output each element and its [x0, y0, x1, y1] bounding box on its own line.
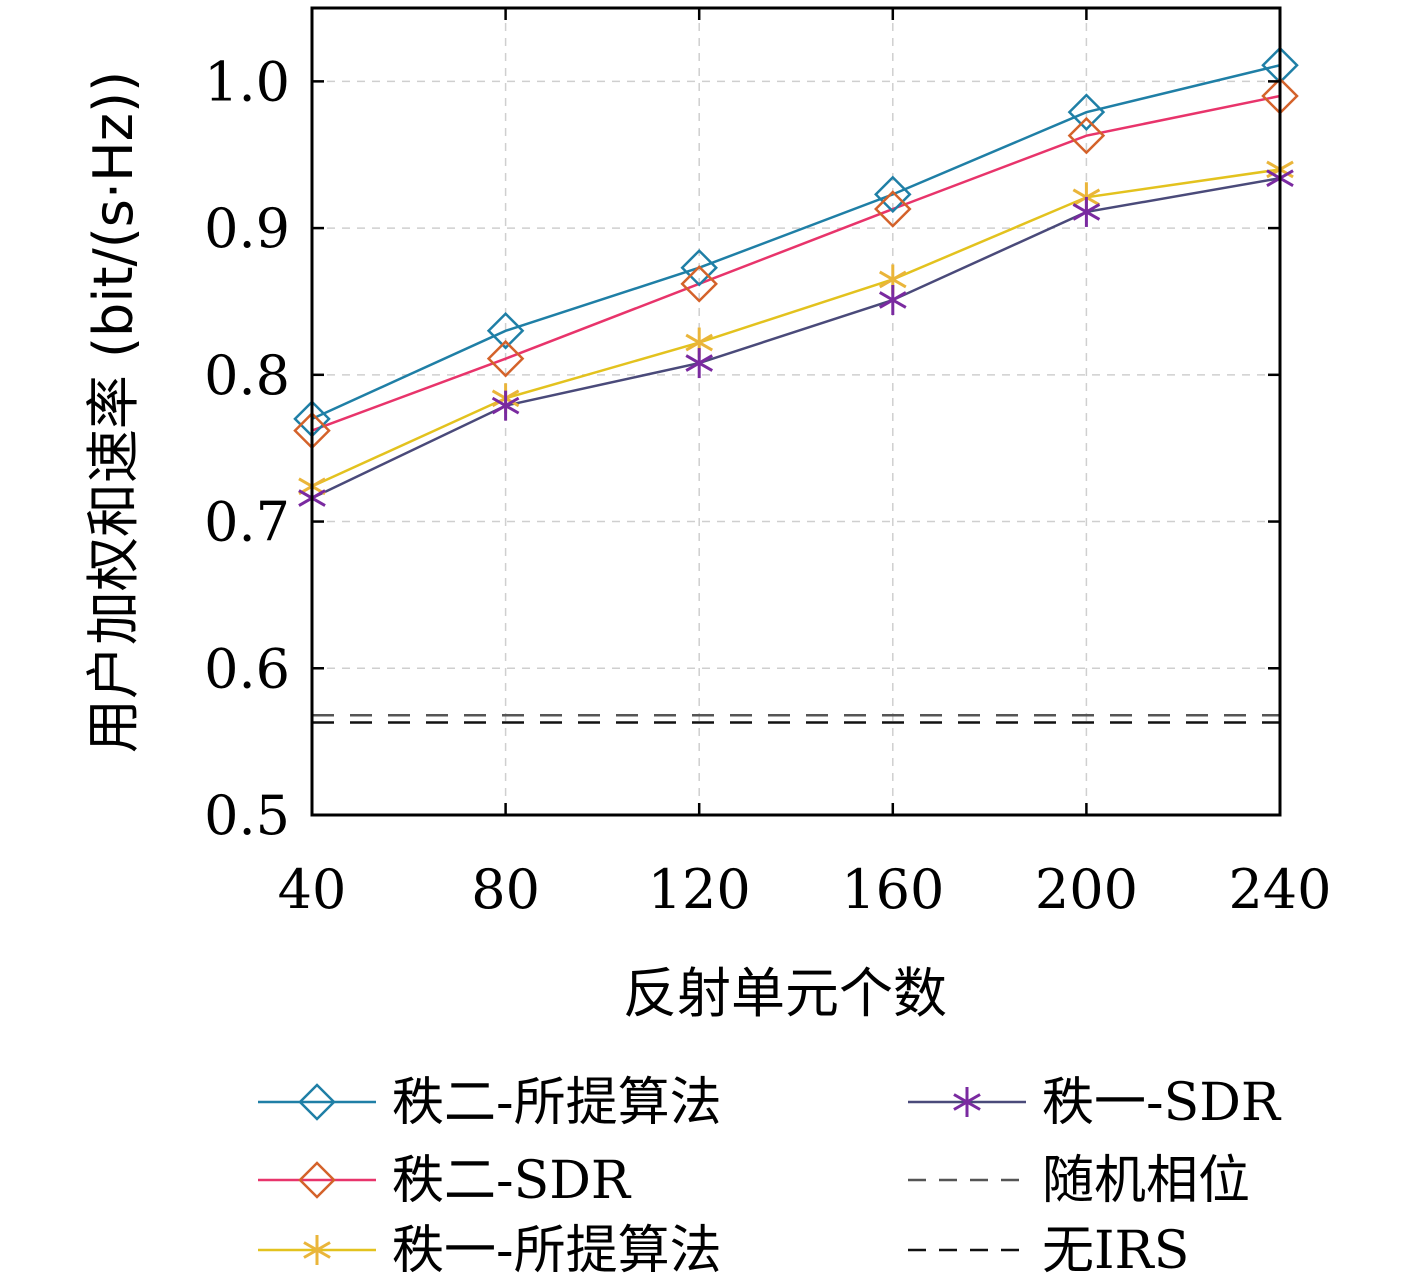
y-axis-label: 用户加权和速率 (bit/(s·Hz))	[82, 71, 145, 753]
x-tick-label: 40	[278, 858, 347, 921]
legend-marker	[953, 1087, 981, 1117]
x-tick-label: 240	[1228, 858, 1331, 921]
data-point-series-1	[1067, 93, 1106, 131]
data-point-series-4	[879, 284, 907, 315]
data-point-series-2	[1067, 116, 1106, 155]
data-point-series-2	[486, 339, 525, 378]
legend-item: 随机相位	[908, 1151, 1250, 1211]
data-point-series-4	[491, 390, 520, 421]
data-point-series-4	[1072, 196, 1101, 227]
legend-marker	[298, 1083, 336, 1121]
grid	[312, 8, 1280, 815]
legend-item: 秩二-SDR	[258, 1151, 632, 1211]
x-tick-label: 200	[1035, 858, 1138, 921]
y-tick-label: 0.8	[204, 344, 290, 407]
y-tick-label: 0.5	[204, 784, 290, 847]
legend-marker	[303, 1235, 331, 1265]
y-tick-label: 0.9	[204, 197, 290, 260]
data-point-series-1	[680, 248, 718, 287]
data-point-series-1	[486, 312, 525, 350]
x-axis-label: 反射单元个数	[623, 962, 947, 1025]
series-lines	[311, 64, 1281, 724]
legend-label: 秩一-SDR	[1042, 1073, 1282, 1133]
x-tick-label: 160	[841, 858, 944, 921]
axis-ticks: 40 80 120 160 200 240 0.5 0.6 0.7 0.8 0.9 1.0	[204, 8, 1332, 921]
legend-item: 秩一-所提算法	[258, 1221, 722, 1281]
series-line-2	[311, 94, 1281, 432]
data-point-series-2	[874, 190, 912, 228]
legend-label: 秩二-所提算法	[392, 1073, 722, 1133]
x-tick-label: 120	[648, 858, 751, 921]
data-point-series-1	[874, 175, 912, 214]
x-tick-label: 80	[471, 858, 540, 921]
y-tick-label: 1.0	[204, 50, 290, 113]
series-line-1	[311, 64, 1281, 420]
legend-item: 无IRS	[908, 1221, 1189, 1281]
legend-label: 无IRS	[1042, 1221, 1189, 1281]
legend-label: 秩二-SDR	[392, 1151, 632, 1211]
data-point-series-4	[685, 348, 713, 379]
legend-label: 随机相位	[1042, 1151, 1250, 1211]
y-tick-label: 0.7	[204, 491, 290, 554]
series-line-4	[311, 176, 1281, 500]
y-tick-label: 0.6	[204, 637, 290, 700]
legend-marker	[298, 1161, 336, 1199]
legend-item: 秩二-所提算法	[258, 1073, 722, 1133]
plot-frame	[310, 6, 1282, 817]
series-line-3	[311, 168, 1281, 488]
legend-item: 秩一-SDR	[908, 1073, 1282, 1133]
data-point-series-2	[680, 265, 718, 303]
legend-label: 秩一-所提算法	[392, 1221, 722, 1281]
